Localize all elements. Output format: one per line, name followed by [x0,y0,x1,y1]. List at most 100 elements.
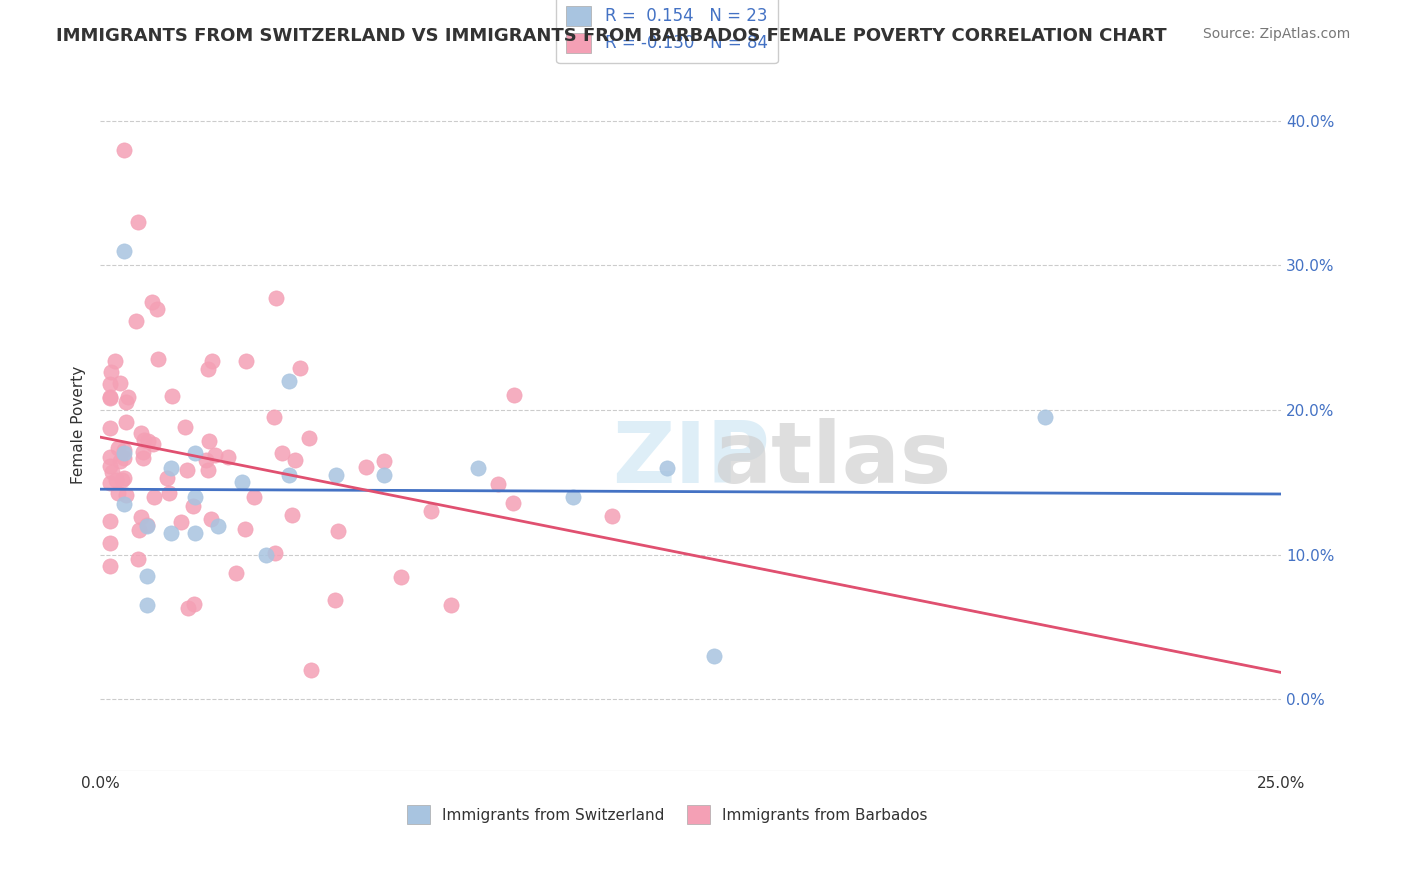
Point [197,463,219,477]
Point [104,353,127,368]
Point [101,465,124,479]
Point [160,525,183,540]
Point [127,552,149,566]
Point [326,524,349,539]
Point [157,485,180,500]
Point [288,360,311,375]
Point [117,391,139,405]
Point [141,294,163,309]
Point [389,570,412,584]
Point [325,468,347,483]
Point [561,490,583,504]
Point [264,546,287,560]
Point [217,450,239,465]
Point [600,508,623,523]
Point [170,515,193,529]
Point [132,445,155,459]
Point [204,448,226,462]
Point [160,389,183,403]
Point [98,475,121,490]
Point [177,601,200,615]
Point [183,597,205,611]
Point [655,460,678,475]
Text: IMMIGRANTS FROM SWITZERLAND VS IMMIGRANTS FROM BARBADOS FEMALE POVERTY CORRELATI: IMMIGRANTS FROM SWITZERLAND VS IMMIGRANT… [56,27,1167,45]
Point [503,388,526,402]
Point [115,395,138,409]
Point [132,451,155,466]
Point [299,664,322,678]
Point [278,374,301,388]
Point [200,511,222,525]
Point [233,522,256,536]
Point [440,599,463,613]
Point [128,523,150,537]
Point [129,510,152,524]
Point [373,468,395,483]
Point [183,525,205,540]
Point [266,292,288,306]
Point [197,362,219,376]
Point [98,450,121,464]
Text: ZIP: ZIP [612,417,769,500]
Point [486,477,509,491]
Point [297,431,319,445]
Point [160,460,183,475]
Point [108,376,131,391]
Point [112,471,135,485]
Point [354,459,377,474]
Point [104,473,127,487]
Point [115,416,138,430]
Point [98,390,121,404]
Point [124,314,146,328]
Point [373,454,395,468]
Point [100,365,122,379]
Point [136,598,159,612]
Point [98,536,121,550]
Point [112,244,135,258]
Point [284,453,307,467]
Point [98,391,121,405]
Point [176,463,198,477]
Point [195,453,218,467]
Point [197,434,219,449]
Point [98,514,121,528]
Point [134,434,156,448]
Text: atlas: atlas [713,417,952,500]
Point [136,569,159,583]
Point [136,518,159,533]
Point [148,352,170,367]
Point [181,500,204,514]
Point [98,377,121,392]
Point [254,548,277,562]
Point [112,497,135,511]
Point [502,496,524,510]
Point [129,425,152,440]
Point [278,468,301,483]
Point [112,451,135,466]
Point [235,354,257,368]
Point [111,473,134,487]
Point [98,421,121,435]
Point [135,518,157,533]
Point [263,410,285,425]
Point [136,434,159,448]
Point [107,486,129,500]
Point [98,458,121,473]
Point [115,488,138,502]
Point [112,442,135,457]
Legend: Immigrants from Switzerland, Immigrants from Barbados: Immigrants from Switzerland, Immigrants … [398,797,936,833]
Point [143,490,166,504]
Point [280,508,302,522]
Point [201,354,224,368]
Point [112,446,135,460]
Text: Source: ZipAtlas.com: Source: ZipAtlas.com [1202,27,1350,41]
Point [174,420,197,434]
Point [467,460,489,475]
Point [207,518,229,533]
Y-axis label: Female Poverty: Female Poverty [72,365,86,483]
Point [127,215,149,229]
Point [243,490,266,504]
Point [142,436,165,450]
Point [1033,410,1056,425]
Point [225,566,247,581]
